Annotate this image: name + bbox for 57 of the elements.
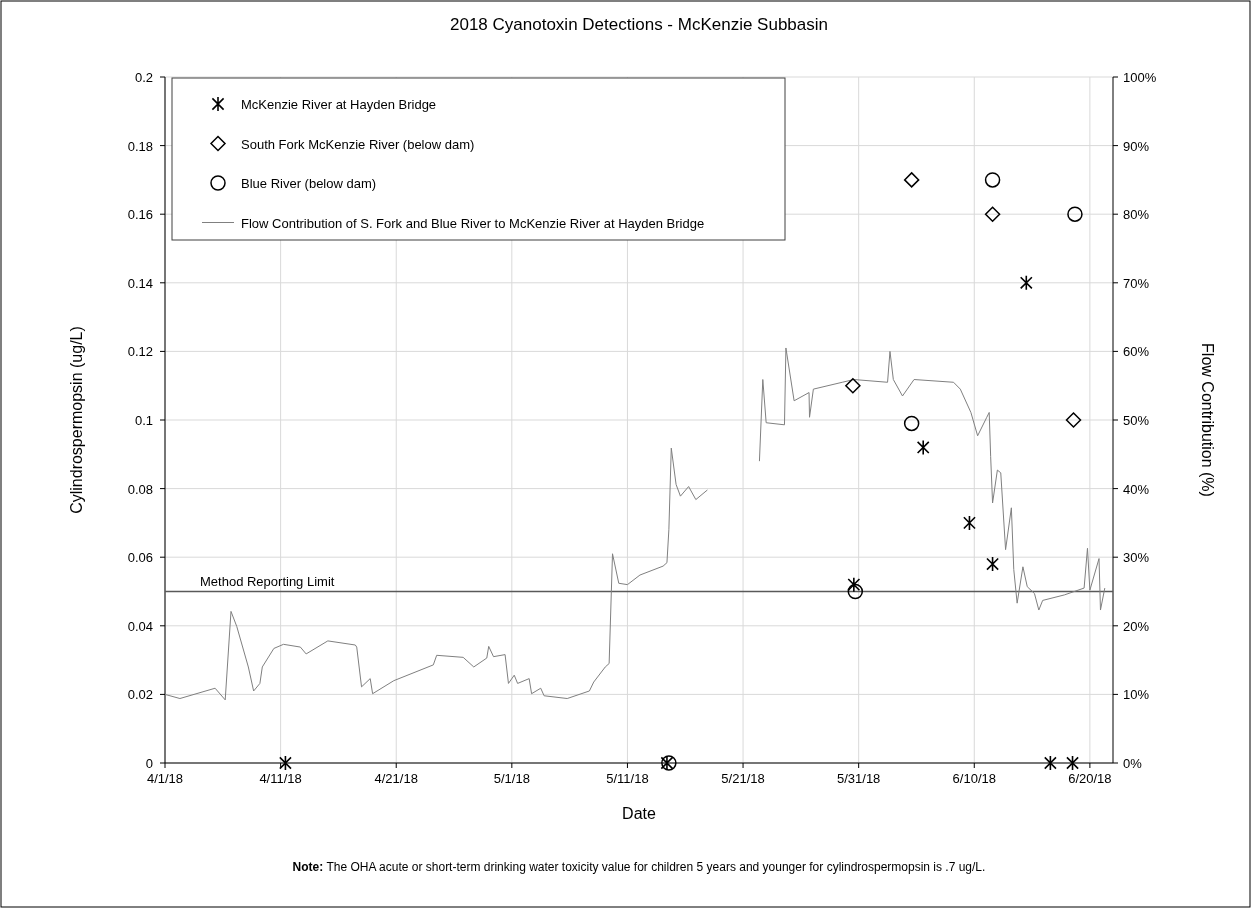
y-tick-label: 0.2 <box>134 70 153 85</box>
y2-tick-label: 60% <box>1123 344 1150 360</box>
y-tick-label: 0.02 <box>127 687 153 703</box>
legend-label: McKenzie River at Hayden Bridge <box>241 97 437 112</box>
point <box>847 583 864 600</box>
ref-line-label: Method Reporting Limit <box>200 573 335 589</box>
y-tick-label: 0.06 <box>127 550 153 566</box>
y2-tick-label: 10% <box>1123 687 1150 703</box>
legend-label: Blue River (below dam) <box>241 176 377 191</box>
point <box>1019 275 1033 291</box>
legend-label: South Fork McKenzie River (below dam) <box>241 136 475 152</box>
point <box>1043 755 1057 771</box>
x-tick-label: 6/20/18 <box>1068 771 1112 786</box>
x-tick-label: 5/11/18 <box>606 771 649 786</box>
x-tick-label: 5/21/18 <box>721 771 765 786</box>
x-tick-label: 4/1/18 <box>146 771 184 786</box>
y-tick-label: 0.14 <box>127 275 153 291</box>
point <box>903 415 920 432</box>
x-tick-label: 4/21/18 <box>374 771 418 786</box>
y2-tick-label: 40% <box>1123 481 1150 497</box>
y-axis-title: Cylindrospermopsin (ug/L) <box>68 326 85 514</box>
y2-axis-title: Flow Contribution (%) <box>1199 343 1216 497</box>
y-tick-label: 0.08 <box>127 481 153 497</box>
y-tick-label: 0.1 <box>134 413 153 428</box>
x-tick-label: 5/31/18 <box>836 771 881 786</box>
point <box>847 576 861 593</box>
chart-title: 2018 Cyanotoxin Detections - McKenzie Subbasin <box>450 15 828 34</box>
point <box>903 172 920 188</box>
x-tick-label: 4/11/18 <box>259 771 302 786</box>
y-tick-label: 0.04 <box>127 618 153 634</box>
point <box>984 172 1001 188</box>
y2-tick-label: 50% <box>1123 413 1150 428</box>
point <box>1065 412 1082 428</box>
y2-tick-label: 100% <box>1123 70 1157 85</box>
point <box>1067 206 1083 222</box>
y2-tick-label: 70% <box>1123 275 1150 291</box>
y-tick-label: 0.18 <box>127 138 153 154</box>
y2-tick-label: 20% <box>1123 618 1150 634</box>
y-tick-label: 0.16 <box>127 207 153 223</box>
x-axis-title: Date <box>622 805 656 822</box>
y-tick-label: 0 <box>145 756 153 771</box>
point <box>279 755 292 771</box>
point <box>1066 755 1079 771</box>
point <box>984 206 1001 222</box>
x-tick-label: 6/10/18 <box>952 771 996 786</box>
y2-tick-label: 0% <box>1123 756 1143 771</box>
point <box>916 439 930 456</box>
point <box>963 515 976 531</box>
point <box>986 556 999 572</box>
x-tick-label: 5/1/18 <box>493 771 530 786</box>
y2-tick-label: 90% <box>1123 138 1150 154</box>
y-tick-label: 0.12 <box>127 344 153 360</box>
y2-tick-label: 30% <box>1123 550 1150 566</box>
text: Note: The OHA acute or short-term drinking water toxicity value for children 5 years and younger for cylindrospermopsin is .7 ug/L. <box>292 860 986 874</box>
y2-tick-label: 80% <box>1123 207 1150 223</box>
legend-label: Flow Contribution of S. Fork and Blue River to McKenzie River at Hayden Bridge <box>241 215 705 231</box>
point <box>845 377 861 394</box>
